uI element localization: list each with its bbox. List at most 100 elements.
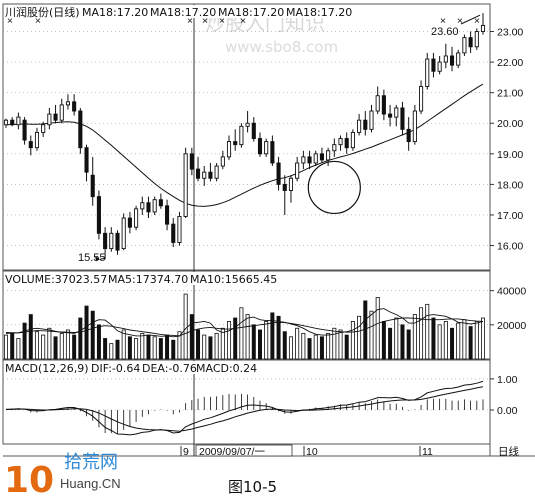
price-ma-label: MA18:17.20 [150,6,216,19]
price-ma-label: MA18:17.20 [82,6,148,19]
candle-up [456,52,461,66]
volume-bar [357,315,362,360]
candle-up [226,141,232,158]
candle-down [381,95,386,115]
price-tick-label: 19.00 [497,149,523,161]
volume-bar [456,322,461,360]
event-marker: × [35,15,41,27]
volume-bar [183,293,188,360]
volume-bar [152,336,157,360]
volume-bar [288,336,293,360]
logo: 10 拾荒网 Huang.CN [4,452,121,500]
volume-bar [443,321,448,360]
volume-bar [301,332,306,360]
low-price-arrowhead [95,256,101,262]
volume-bar [208,336,213,360]
volume-bar [319,336,324,360]
logo-url: Huang.CN [60,476,121,491]
volume-bar [474,321,479,360]
candle-down [165,205,170,225]
candle-down [84,147,89,173]
volume-ma5-label: MA5:17374.70 [108,273,188,286]
logo-name: 拾荒网 [64,452,118,473]
volume-bar [245,314,250,360]
volume-bar [412,314,417,360]
volume-bar [276,315,281,360]
candle-up [220,156,225,167]
event-marker: × [440,15,446,27]
period-label: 日线 [498,445,519,458]
macd-tick-label: 1.00 [497,374,518,386]
candle-up [202,171,207,179]
candle-up [140,202,145,210]
volume-bar [4,334,9,360]
candle-down [189,153,194,170]
candle-down [90,174,95,198]
candle-down [406,128,411,143]
high-price-label: 23.60 [431,26,459,38]
volume-bar [65,329,70,360]
price-tick-label: 21.00 [497,88,523,100]
candle-down [307,156,312,164]
highlight-circle [307,160,361,215]
volume-bar [28,314,33,360]
volume-bar [214,332,219,360]
volume-bar [90,310,95,360]
volume-bar [134,338,139,360]
panel-headers: 川润股份(日线) MA18:17.20 MA18:17.20 MA18:17.20 MA… [4,5,354,375]
candle-up [47,113,52,126]
volume-bar [313,334,318,360]
volume-bar [295,327,300,360]
price-title: 川润股份(日线) [5,5,80,19]
candle-up [245,122,250,127]
volume-bar [34,331,39,360]
candle-up [412,110,417,143]
volume-bar [450,327,455,360]
date-label-nov: 11 [422,446,433,458]
candle-down [344,138,349,149]
volume-bar [96,324,101,360]
candle-up [419,86,424,112]
date-cursor-box [195,444,293,457]
volume-bar [388,327,393,360]
volume-bar [394,317,399,360]
candle-up [134,208,139,228]
volume-bar [375,297,380,360]
candle-up [34,131,40,149]
candle-down [270,141,275,164]
low-price-arrow [99,257,106,260]
volume-bar [22,322,27,360]
event-marker: × [187,15,193,27]
price-tick-label: 18.00 [497,179,523,191]
candle-down [195,168,201,179]
volume-ma10-label: MA10:15665.45 [190,273,277,286]
logo-number: 10 [4,460,54,500]
macd-dif-line [5,380,484,436]
candle-up [109,232,114,250]
macd-title: MACD(12,26,9) [5,362,89,375]
volume-bar [480,317,485,360]
candle-down [208,171,213,179]
volume-bar [115,339,120,360]
volume-bar [109,343,114,360]
volume-bar [363,300,368,360]
volume-bar [282,331,287,360]
event-marker: × [219,15,225,27]
volume-bar [165,334,170,360]
candle-up [350,131,355,149]
candle-up [313,153,318,164]
volume-bar [332,327,337,360]
candle-down [251,122,256,139]
axis-labels: 16.00 17.00 18.00 19.00 20.00 21.00 22.00 23.00… [490,27,526,417]
volume-bar [270,312,275,360]
ma18-line [5,83,484,207]
candle-up [338,138,343,146]
candle-down [468,37,473,48]
candle-up [437,61,442,72]
price-tick-label: 20.00 [497,118,523,130]
volume-bar [419,307,424,360]
date-label-cursor: 2009/09/07/一 [199,446,265,458]
candle-up [332,144,337,152]
candle-down [158,199,163,207]
